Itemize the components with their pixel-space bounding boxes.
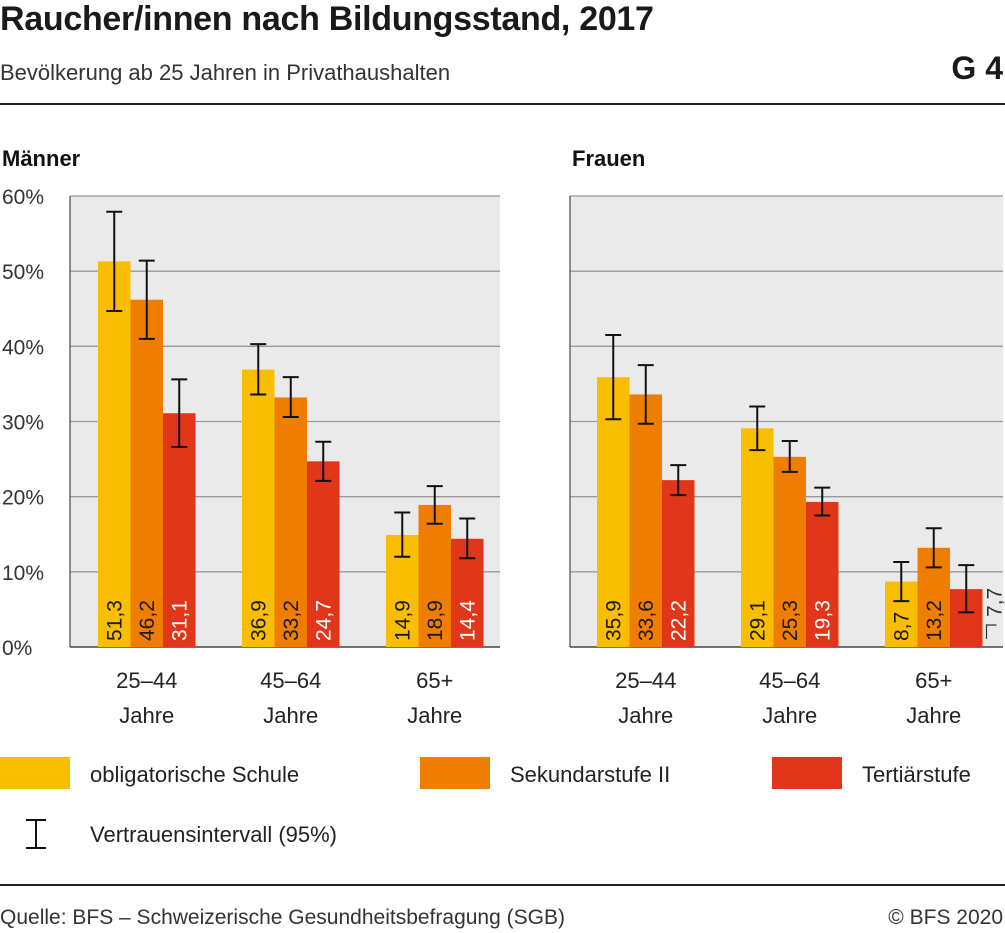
y-tick-label: 0% xyxy=(2,637,32,660)
legend-swatch xyxy=(420,757,490,789)
y-tick-label: 40% xyxy=(2,336,44,359)
category-label: Jahre xyxy=(407,703,462,728)
value-label: 29,1 xyxy=(746,600,769,641)
y-tick-label: 20% xyxy=(2,487,44,510)
value-label: 35,9 xyxy=(602,600,625,641)
value-label: 33,2 xyxy=(280,600,303,641)
category-label: 45–64 xyxy=(260,668,321,693)
value-label: 24,7 xyxy=(312,600,335,641)
value-label: 31,1 xyxy=(168,600,191,641)
bar xyxy=(629,394,662,647)
category-label: Jahre xyxy=(762,703,817,728)
source-note: Quelle: BFS – Schweizerische Gesundheits… xyxy=(0,906,565,929)
value-label: 13,2 xyxy=(923,600,946,641)
value-label-leader xyxy=(985,624,997,639)
chart-subtitle: Bevölkerung ab 25 Jahren in Privathausha… xyxy=(0,60,451,85)
bar xyxy=(163,413,196,647)
category-label: Jahre xyxy=(906,703,961,728)
bar xyxy=(806,501,839,647)
category-label: 65+ xyxy=(915,668,952,693)
category-label: 25–44 xyxy=(615,668,676,693)
bar xyxy=(418,504,451,647)
legend-label: Sekundarstufe II xyxy=(510,762,670,787)
legend-label-ci: Vertrauensintervall (95%) xyxy=(90,822,337,847)
y-tick-label: 30% xyxy=(2,412,44,435)
value-label: 46,2 xyxy=(136,600,159,641)
bar xyxy=(130,299,163,647)
panel-title-frauen: Frauen xyxy=(572,146,645,171)
legend-swatch xyxy=(772,757,842,789)
bar xyxy=(741,428,774,647)
value-label: 18,9 xyxy=(424,600,447,641)
y-tick-label: 50% xyxy=(2,261,44,284)
panel-title-männer: Männer xyxy=(2,146,81,171)
top-rule xyxy=(0,103,1005,105)
value-label: 8,7 xyxy=(890,612,913,641)
legend-label: obligatorische Schule xyxy=(90,762,299,787)
category-label: Jahre xyxy=(119,703,174,728)
value-label: 22,2 xyxy=(667,600,690,641)
chart-title: Raucher/innen nach Bildungsstand, 2017 xyxy=(0,0,654,38)
category-label: 65+ xyxy=(416,668,453,693)
value-label: 14,9 xyxy=(391,600,414,641)
category-label: Jahre xyxy=(618,703,673,728)
bar xyxy=(274,397,307,647)
value-label: 33,6 xyxy=(635,600,658,641)
bottom-rule xyxy=(0,884,1005,886)
value-label: 25,3 xyxy=(779,600,802,641)
category-label: Jahre xyxy=(263,703,318,728)
y-tick-label: 60% xyxy=(2,186,44,209)
bar xyxy=(307,461,340,647)
y-tick-label: 10% xyxy=(2,562,44,585)
legend-label: Tertiärstufe xyxy=(862,762,971,787)
bar xyxy=(773,456,806,647)
value-label: 51,3 xyxy=(103,600,126,641)
copyright-note: © BFS 2020 xyxy=(888,906,1003,929)
legend-swatch xyxy=(0,757,70,789)
category-label: 25–44 xyxy=(116,668,177,693)
value-label: 36,9 xyxy=(247,600,270,641)
value-label: 7,7 xyxy=(984,588,1005,617)
value-label: 14,4 xyxy=(456,600,479,641)
bar xyxy=(242,369,275,647)
bar xyxy=(98,261,131,647)
value-label: 19,3 xyxy=(811,600,834,641)
category-label: 45–64 xyxy=(759,668,820,693)
figure-number: G 4 xyxy=(951,50,1003,86)
bar xyxy=(597,377,630,647)
bar xyxy=(662,480,695,647)
